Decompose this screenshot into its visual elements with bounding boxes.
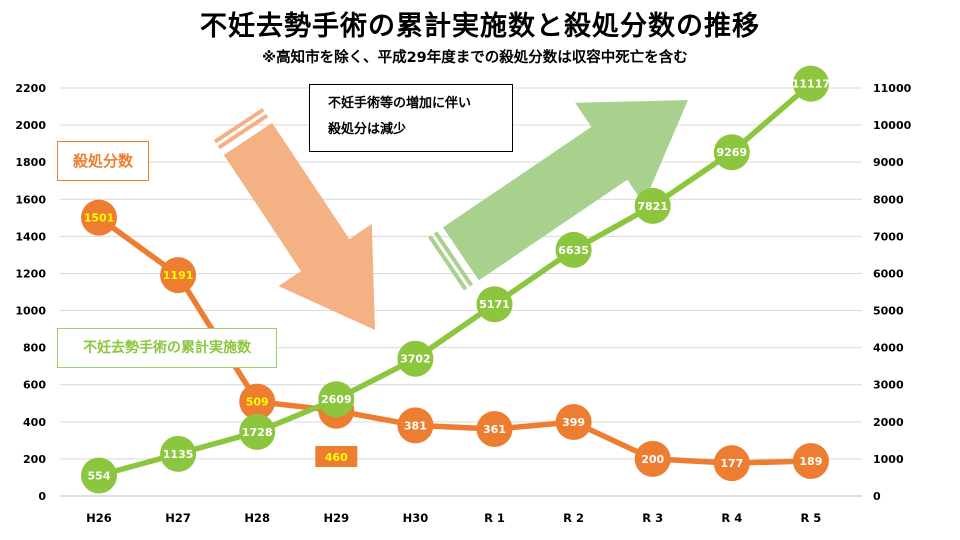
y-right-tick-label: 7000 [873, 230, 904, 243]
x-tick-label: H29 [323, 511, 349, 525]
data-label: 9269 [716, 146, 747, 159]
data-point [81, 457, 117, 494]
increase-arrow-stripe [428, 235, 468, 291]
data-label: 6635 [558, 244, 589, 257]
data-point [81, 199, 117, 236]
data-point [397, 407, 434, 444]
x-tick-label: H26 [86, 511, 112, 525]
y-left-tick-label: 1200 [15, 267, 46, 280]
data-label: 1191 [163, 269, 194, 282]
x-tick-label: H28 [244, 511, 270, 525]
y-left-tick-label: 400 [23, 416, 46, 429]
annotation-line-2: 殺処分は減少 [328, 122, 407, 137]
decrease-arrow-stripe [213, 107, 265, 144]
y-right-tick-label: 11000 [873, 82, 912, 95]
y-left-tick-label: 0 [38, 490, 46, 503]
data-label: 554 [88, 469, 111, 482]
y-right-tick-label: 1000 [873, 453, 904, 466]
x-tick-label: H27 [165, 511, 191, 525]
y-right-tick-label: 4000 [873, 342, 904, 355]
y-left-tick-label: 600 [23, 379, 46, 392]
data-label-box [315, 446, 358, 467]
data-label: 2609 [321, 393, 352, 406]
y-left-tick-label: 800 [23, 342, 46, 355]
legend-orange-series: 殺処分数 [57, 141, 149, 181]
y-right-tick-label: 3000 [873, 379, 904, 392]
data-point [160, 435, 197, 472]
y-right-tick-label: 9000 [873, 156, 904, 169]
data-label: 5171 [479, 298, 510, 311]
data-label: 1728 [242, 426, 273, 439]
y-left-tick-label: 1000 [15, 305, 46, 318]
y-right-tick-label: 2000 [873, 416, 904, 429]
y-right-tick-label: 5000 [873, 305, 904, 318]
data-label: 189 [799, 455, 822, 468]
chart-title: 不妊去勢手術の累計実施数と殺処分数の推移 [200, 11, 760, 42]
x-tick-label: R 3 [642, 511, 663, 525]
data-label: 200 [641, 453, 664, 466]
data-point [476, 411, 513, 448]
decrease-arrow-body [223, 122, 376, 330]
data-point [555, 404, 592, 441]
data-label: 399 [562, 416, 585, 429]
data-label: 177 [720, 457, 743, 470]
data-point [239, 413, 276, 450]
y-left-tick-label: 1800 [15, 156, 46, 169]
increase-arrow-body [442, 99, 688, 281]
data-point [634, 187, 671, 224]
y-right-tick-label: 8000 [873, 193, 904, 206]
data-point [713, 445, 750, 482]
data-point [476, 286, 513, 323]
data-point [713, 134, 750, 171]
y-left-tick-label: 1400 [15, 230, 46, 243]
y-right-tick-label: 0 [873, 490, 881, 503]
data-label: 7821 [637, 200, 668, 213]
data-point [634, 440, 671, 477]
data-point [555, 231, 592, 268]
data-label: 3702 [400, 353, 431, 366]
decrease-arrow-stripe [217, 113, 269, 150]
decrease-arrow [213, 107, 376, 330]
data-label: 11117 [792, 78, 830, 91]
data-label: 460 [325, 451, 348, 464]
series-line-1 [98, 81, 813, 479]
data-label: 381 [404, 419, 427, 432]
y-left-tick-label: 200 [23, 453, 46, 466]
data-point [397, 340, 434, 377]
data-point [239, 383, 276, 420]
legend-green-series: 不妊去勢手術の累計実施数 [57, 328, 277, 368]
x-tick-label: R 5 [800, 511, 821, 525]
annotation-note: 不妊手術等の増加に伴い 殺処分は減少 [309, 84, 513, 152]
annotation-line-1: 不妊手術等の増加に伴い [328, 96, 472, 111]
x-tick-label: R 1 [484, 511, 505, 525]
x-tick-label: R 2 [563, 511, 584, 525]
y-right-tick-label: 10000 [873, 119, 912, 132]
chart-subtitle: ※高知市を除く、平成29年度までの殺処分数は収容中死亡を含む [262, 50, 688, 66]
increase-arrow [428, 99, 688, 291]
y-left-tick-label: 2000 [15, 119, 46, 132]
data-point [792, 442, 829, 479]
x-tick-label: H30 [403, 511, 429, 525]
y-left-tick-label: 2200 [15, 82, 46, 95]
y-right-tick-label: 6000 [873, 267, 904, 280]
data-label: 509 [246, 396, 269, 409]
data-point [160, 257, 197, 294]
y-left-tick-label: 1600 [15, 193, 46, 206]
data-label: 1135 [163, 448, 194, 461]
data-point [318, 381, 355, 418]
data-label: 1501 [84, 212, 115, 225]
data-point [792, 65, 829, 102]
x-tick-label: R 4 [721, 511, 742, 525]
increase-arrow-stripe [433, 231, 474, 287]
data-label: 361 [483, 423, 506, 436]
